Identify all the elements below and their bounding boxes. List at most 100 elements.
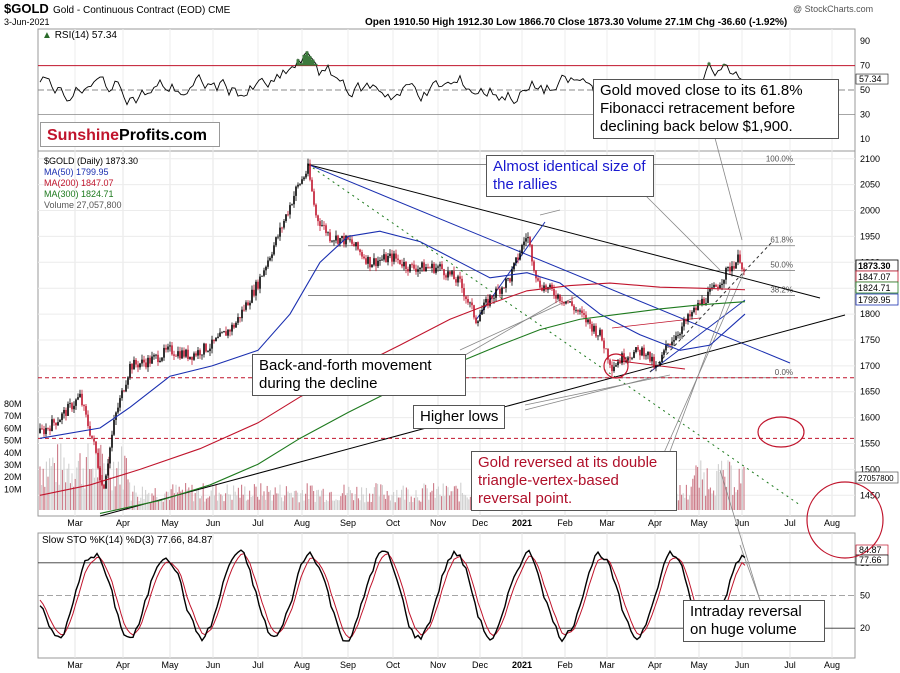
candle-body <box>409 264 411 272</box>
candle-body <box>251 289 253 303</box>
candle-body <box>651 356 653 362</box>
rally-2-line <box>649 299 746 373</box>
candle-body <box>131 363 133 370</box>
candle-body <box>391 253 393 262</box>
candle-body <box>619 361 621 364</box>
chart-name: Gold - Continuous Contract (EOD) CME <box>53 5 231 16</box>
candle-body <box>295 186 297 196</box>
candle-body <box>665 344 667 351</box>
volume-tick: 40M <box>4 448 22 458</box>
fib-label: 100.0% <box>766 154 793 163</box>
rsi-tick: 30 <box>860 109 870 119</box>
candle-body <box>633 352 635 358</box>
rsi-overbought-fill <box>314 63 318 66</box>
candle-body <box>429 267 431 269</box>
stochastic-plot <box>39 549 746 643</box>
candle-body <box>91 435 93 439</box>
candle-body <box>537 278 539 281</box>
ma50-line <box>39 230 746 439</box>
candle-body <box>695 307 697 311</box>
candle-body <box>659 362 661 366</box>
month-label-bottom: Nov <box>430 660 447 670</box>
month-label: May <box>161 518 179 528</box>
candle-body <box>709 288 711 292</box>
candle-body <box>339 238 341 244</box>
rsi-tick: 90 <box>860 36 870 46</box>
volume-tick: 70M <box>4 411 22 421</box>
candle-body <box>247 302 249 306</box>
candle-body <box>539 280 541 288</box>
candle-body <box>333 240 335 242</box>
sto-d-line <box>39 553 746 639</box>
candle-body <box>225 331 227 336</box>
candle-body <box>525 238 527 242</box>
candle-body <box>727 266 729 268</box>
candle-body <box>299 183 301 185</box>
candle-body <box>215 337 217 342</box>
candle-body <box>575 309 577 311</box>
candle-body <box>149 357 151 364</box>
candle-body <box>507 278 509 280</box>
candle-body <box>523 241 525 246</box>
candle-body <box>583 313 585 315</box>
candle-body <box>671 341 673 346</box>
candle-body <box>317 215 319 222</box>
price-tag-box <box>855 293 899 306</box>
candle-body <box>713 284 715 288</box>
candle-body <box>603 340 605 349</box>
fib-label: 61.8% <box>770 236 793 245</box>
candle-body <box>257 281 259 289</box>
price-tick: 1800 <box>860 309 880 319</box>
price-tick: 1450 <box>860 490 880 500</box>
candle-body <box>323 225 325 226</box>
downtrend-line-blue <box>307 163 791 364</box>
candle-body <box>721 283 723 286</box>
candle-body <box>127 377 129 385</box>
candle-body <box>407 269 409 272</box>
volume-tick: 10M <box>4 484 22 494</box>
candle-body <box>203 343 205 355</box>
month-label-bottom: Apr <box>648 660 662 670</box>
candle-body <box>389 253 391 256</box>
candle-body <box>255 281 257 296</box>
month-label: Feb <box>557 518 573 528</box>
chart-symbol: $GOLD <box>4 1 49 16</box>
candle-body <box>105 475 107 489</box>
candle-body <box>475 317 477 324</box>
month-label-bottom: Aug <box>824 660 840 670</box>
month-label-bottom: Mar <box>599 660 615 670</box>
sto-tag: 84.87 <box>859 545 882 555</box>
candle-body <box>467 299 469 303</box>
month-label: Apr <box>648 518 662 528</box>
candle-body <box>417 269 419 272</box>
month-label: Jul <box>252 518 264 528</box>
candle-body <box>181 350 183 359</box>
candle-body <box>605 348 607 350</box>
month-label: May <box>690 518 708 528</box>
candle-body <box>289 205 291 215</box>
candle-body <box>479 314 481 322</box>
month-label: Jul <box>784 518 796 528</box>
candle-body <box>637 347 639 350</box>
candle-body <box>519 253 521 260</box>
candle-body <box>661 354 663 363</box>
volume-tick: 80M <box>4 399 22 409</box>
price-tag-box <box>855 281 899 294</box>
candle-body <box>259 276 261 289</box>
candle-body <box>545 285 547 290</box>
candle-body <box>147 357 149 368</box>
legend-ma50: MA(50) 1799.95 <box>44 167 109 177</box>
rsi-overbought-fill <box>308 56 312 66</box>
candle-body <box>705 302 707 304</box>
candle-body <box>355 242 357 247</box>
candle-body <box>531 244 533 262</box>
annotation-fibonacci: Gold moved close to its 61.8% Fibonacci … <box>593 79 839 139</box>
candle-body <box>601 329 603 341</box>
candle-body <box>477 321 479 324</box>
volume-tick: 60M <box>4 423 22 433</box>
candle-body <box>443 269 445 276</box>
candle-body <box>543 285 545 291</box>
candle-body <box>571 301 573 306</box>
candle-body <box>567 301 569 303</box>
candle-body <box>191 356 193 360</box>
